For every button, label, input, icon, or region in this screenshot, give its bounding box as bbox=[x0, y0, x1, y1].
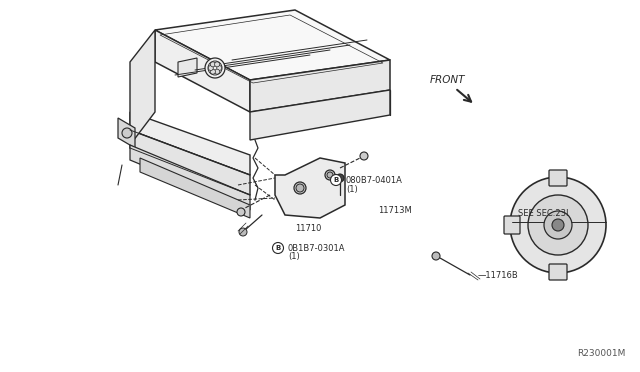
Circle shape bbox=[217, 65, 221, 71]
Circle shape bbox=[205, 58, 225, 78]
FancyBboxPatch shape bbox=[549, 264, 567, 280]
Circle shape bbox=[208, 65, 213, 71]
Text: 11713M: 11713M bbox=[378, 205, 412, 215]
Circle shape bbox=[552, 219, 564, 231]
Circle shape bbox=[336, 174, 344, 182]
Circle shape bbox=[528, 195, 588, 255]
FancyBboxPatch shape bbox=[504, 216, 520, 234]
Text: 0B1B7-0301A: 0B1B7-0301A bbox=[288, 244, 346, 253]
Text: 11710: 11710 bbox=[295, 224, 321, 232]
Circle shape bbox=[237, 208, 245, 216]
Circle shape bbox=[432, 252, 440, 260]
Polygon shape bbox=[130, 145, 250, 210]
Text: —11716B: —11716B bbox=[478, 270, 519, 279]
Polygon shape bbox=[130, 130, 250, 195]
Text: 080B7-0401A: 080B7-0401A bbox=[346, 176, 403, 185]
Circle shape bbox=[214, 69, 220, 74]
Text: (1): (1) bbox=[288, 253, 300, 262]
Polygon shape bbox=[140, 158, 250, 218]
Polygon shape bbox=[275, 158, 345, 218]
Polygon shape bbox=[250, 60, 390, 112]
Text: (1): (1) bbox=[346, 185, 358, 193]
Circle shape bbox=[211, 69, 216, 74]
Polygon shape bbox=[130, 112, 250, 175]
Circle shape bbox=[360, 152, 368, 160]
Circle shape bbox=[214, 62, 220, 67]
Circle shape bbox=[239, 228, 247, 236]
Circle shape bbox=[211, 62, 216, 67]
Polygon shape bbox=[130, 30, 155, 145]
Circle shape bbox=[325, 170, 335, 180]
Polygon shape bbox=[155, 10, 390, 80]
Circle shape bbox=[330, 174, 342, 186]
Circle shape bbox=[544, 211, 572, 239]
Text: FRONT: FRONT bbox=[430, 75, 465, 85]
Text: B: B bbox=[275, 245, 280, 251]
Text: R230001M: R230001M bbox=[577, 349, 625, 358]
Circle shape bbox=[122, 128, 132, 138]
Polygon shape bbox=[118, 118, 135, 148]
Circle shape bbox=[296, 184, 304, 192]
Text: B: B bbox=[333, 177, 339, 183]
FancyBboxPatch shape bbox=[549, 170, 567, 186]
Polygon shape bbox=[178, 58, 197, 77]
Circle shape bbox=[294, 182, 306, 194]
Polygon shape bbox=[155, 30, 250, 112]
Circle shape bbox=[327, 172, 333, 178]
Polygon shape bbox=[250, 90, 390, 140]
Text: SEE SEC.23I: SEE SEC.23I bbox=[518, 208, 568, 218]
Circle shape bbox=[510, 177, 606, 273]
Circle shape bbox=[273, 243, 284, 253]
